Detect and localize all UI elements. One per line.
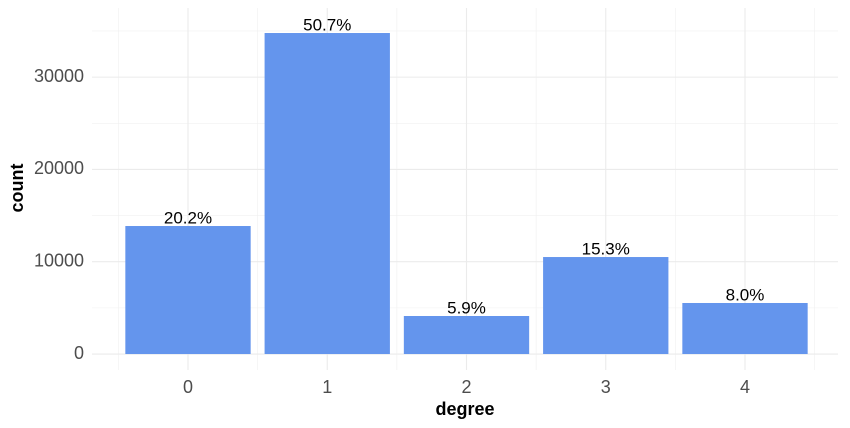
data-label: 5.9% (447, 298, 486, 317)
x-tick-label: 0 (183, 377, 193, 397)
y-axis-title: count (7, 164, 27, 213)
x-axis-title: degree (435, 399, 494, 419)
y-tick-label: 20000 (34, 158, 84, 178)
x-tick-label: 2 (461, 377, 471, 397)
data-label: 20.2% (164, 208, 212, 227)
x-tick-label: 3 (601, 377, 611, 397)
data-label: 15.3% (582, 240, 630, 259)
bar (264, 33, 390, 355)
bar (682, 302, 808, 355)
bar (543, 257, 669, 355)
x-tick-label: 4 (740, 377, 750, 397)
y-tick-label: 0 (74, 343, 84, 363)
bar (125, 226, 251, 355)
y-tick-label: 10000 (34, 250, 84, 270)
bar (403, 316, 530, 355)
x-tick-label: 1 (322, 377, 332, 397)
y-tick-label: 30000 (34, 66, 84, 86)
data-label: 50.7% (303, 15, 351, 34)
data-label: 8.0% (726, 285, 765, 304)
